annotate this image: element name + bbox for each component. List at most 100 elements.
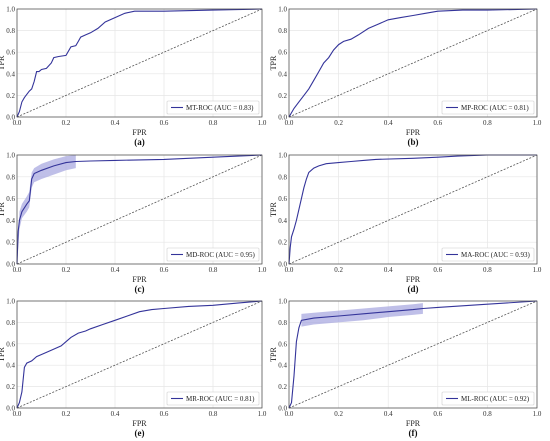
x-tick-label: 0.0 bbox=[13, 266, 22, 274]
plot-frame bbox=[16, 300, 263, 409]
y-tick-label: 0.4 bbox=[6, 217, 15, 225]
legend-label: MP-ROC (AUC = 0.81) bbox=[461, 104, 529, 112]
y-tick-label: 0.4 bbox=[6, 70, 15, 78]
x-tick-label: 0.8 bbox=[209, 119, 218, 127]
x-tick-label: 0.6 bbox=[160, 266, 169, 274]
y-tick-label: 0.8 bbox=[6, 27, 15, 35]
x-tick-label: 0.4 bbox=[384, 266, 393, 274]
roc-curve bbox=[288, 8, 538, 118]
x-tick-label: 1.0 bbox=[533, 266, 542, 274]
x-tick-label: 0.6 bbox=[433, 119, 442, 127]
chance-diagonal bbox=[16, 154, 263, 265]
x-tick-label: 0.8 bbox=[209, 266, 218, 274]
y-tick-label: 0.0 bbox=[6, 261, 15, 269]
y-axis-label: TPR bbox=[269, 55, 278, 70]
y-tick-label: 0.0 bbox=[6, 405, 15, 413]
legend-label: MR-ROC (AUC = 0.81) bbox=[186, 395, 255, 403]
y-tick-label: 0.8 bbox=[278, 27, 287, 35]
roc-curve bbox=[16, 300, 263, 409]
panel-caption: (d) bbox=[408, 284, 419, 294]
y-tick-label: 0.4 bbox=[278, 217, 287, 225]
y-tick-label: 0.2 bbox=[278, 92, 287, 100]
y-tick-label: 0.8 bbox=[278, 319, 287, 327]
panel-caption: (a) bbox=[134, 137, 145, 147]
y-tick-label: 0.6 bbox=[6, 49, 15, 57]
x-tick-label: 0.2 bbox=[334, 119, 343, 127]
x-tick-label: 0.2 bbox=[62, 266, 71, 274]
y-tick-label: 0.6 bbox=[6, 340, 15, 348]
legend-box bbox=[441, 100, 535, 115]
x-axis-label: FPR bbox=[132, 128, 147, 137]
y-tick-label: 0.6 bbox=[278, 49, 287, 57]
roc-curve bbox=[16, 154, 263, 265]
y-axis-label: TPR bbox=[0, 347, 6, 362]
y-tick-label: 1.0 bbox=[6, 6, 15, 14]
y-tick-label: 0.2 bbox=[6, 383, 15, 391]
x-tick-label: 0.2 bbox=[62, 410, 71, 418]
x-tick-label: 0.2 bbox=[334, 410, 343, 418]
legend-label: MT-ROC (AUC = 0.83) bbox=[186, 104, 254, 112]
y-tick-label: 0.4 bbox=[6, 362, 15, 370]
panel-caption: (e) bbox=[135, 428, 145, 438]
x-tick-label: 0.8 bbox=[483, 266, 492, 274]
chance-diagonal bbox=[288, 300, 538, 409]
y-tick-label: 1.0 bbox=[6, 152, 15, 160]
y-tick-label: 1.0 bbox=[6, 298, 15, 306]
x-tick-label: 0.2 bbox=[62, 119, 71, 127]
x-axis-label: FPR bbox=[406, 275, 421, 284]
legend-box bbox=[166, 100, 260, 115]
roc-curve bbox=[16, 8, 263, 118]
x-tick-label: 0.6 bbox=[160, 119, 169, 127]
legend-label: MD-ROC (AUC = 0.95) bbox=[186, 251, 256, 259]
y-tick-label: 0.0 bbox=[278, 405, 287, 413]
y-tick-label: 0.2 bbox=[6, 92, 15, 100]
x-tick-label: 0.4 bbox=[384, 119, 393, 127]
y-tick-label: 0.2 bbox=[278, 239, 287, 247]
roc-panel-4: 0.0 0.2 0.4 0.6 0.8 1.00.00.20.40.60.81.0MA-R… bbox=[269, 152, 542, 295]
panel-caption: (c) bbox=[135, 284, 145, 294]
x-tick-label: 0.6 bbox=[433, 266, 442, 274]
x-tick-label: 0.8 bbox=[209, 410, 218, 418]
panel-caption: (b) bbox=[408, 137, 419, 147]
x-axis-label: FPR bbox=[132, 275, 147, 284]
x-tick-label: 1.0 bbox=[533, 119, 542, 127]
y-tick-label: 0.8 bbox=[6, 319, 15, 327]
y-tick-label: 0.8 bbox=[278, 173, 287, 181]
x-tick-label: 0.4 bbox=[111, 119, 120, 127]
x-axis-label: FPR bbox=[132, 419, 147, 428]
y-tick-label: 1.0 bbox=[278, 298, 287, 306]
x-tick-label: 0.0 bbox=[13, 119, 22, 127]
y-axis-label: TPR bbox=[0, 55, 6, 70]
legend-box bbox=[166, 391, 260, 406]
y-axis-label: TPR bbox=[269, 347, 278, 362]
y-tick-label: 0.8 bbox=[6, 173, 15, 181]
y-axis-label: TPR bbox=[269, 202, 278, 217]
x-tick-label: 0.4 bbox=[111, 410, 120, 418]
plot-frame bbox=[288, 8, 538, 118]
x-axis-label: FPR bbox=[406, 419, 421, 428]
x-tick-label: 1.0 bbox=[533, 410, 542, 418]
legend-label: ML-ROC (AUC = 0.92) bbox=[461, 395, 530, 403]
x-tick-label: 0.6 bbox=[433, 410, 442, 418]
chance-diagonal bbox=[288, 154, 538, 265]
x-tick-label: 0.2 bbox=[334, 266, 343, 274]
roc-panel-5: 0.0 0.2 0.4 0.6 0.8 1.00.00.20.40.60.81.0MR-R… bbox=[0, 298, 267, 439]
roc-panel-2: 0.0 0.2 0.4 0.6 0.8 1.0 0.0 0.2 0.4 0.6 0.8 1.0 MP-R… bbox=[269, 6, 542, 148]
y-tick-label: 0.6 bbox=[278, 195, 287, 203]
y-tick-label: 0.6 bbox=[6, 195, 15, 203]
y-tick-label: 0.6 bbox=[278, 340, 287, 348]
y-tick-label: 0.0 bbox=[6, 114, 15, 122]
x-tick-label: 0.4 bbox=[111, 266, 120, 274]
y-tick-label: 0.2 bbox=[278, 383, 287, 391]
legend-label: MA-ROC (AUC = 0.93) bbox=[461, 251, 531, 259]
x-tick-label: 1.0 bbox=[258, 119, 267, 127]
legend-box bbox=[441, 391, 535, 406]
x-tick-label: 0.6 bbox=[160, 410, 169, 418]
legend-box bbox=[441, 247, 535, 262]
x-tick-label: 0.4 bbox=[384, 410, 393, 418]
legend-box bbox=[166, 247, 260, 262]
y-axis-label: TPR bbox=[0, 202, 6, 217]
chance-diagonal bbox=[16, 8, 263, 118]
plot-frame bbox=[288, 300, 538, 409]
